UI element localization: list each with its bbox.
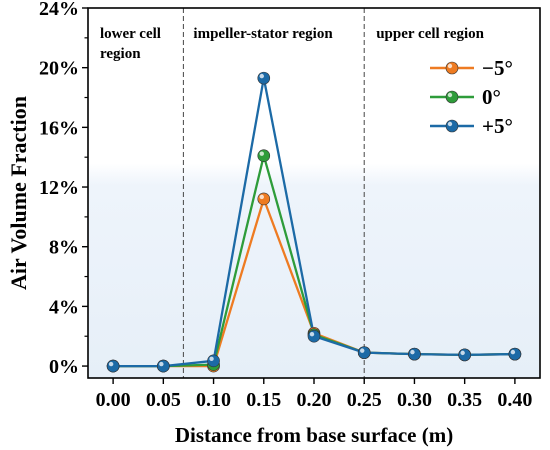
marker-body	[257, 192, 271, 206]
legend-marker	[445, 61, 459, 75]
marker-highlight	[159, 361, 164, 367]
y-tick-label: 20%	[39, 58, 79, 80]
x-tick-label: 0.40	[497, 389, 532, 411]
marker-body	[106, 359, 120, 373]
marker-highlight	[259, 194, 264, 200]
y-tick-label: 0%	[49, 356, 79, 378]
data-point	[307, 329, 321, 343]
data-point	[257, 192, 271, 206]
region-label-1-line-0: impeller-stator region	[193, 26, 333, 42]
legend-item-0: −5°	[430, 56, 513, 80]
marker-highlight	[108, 361, 114, 367]
data-point	[157, 359, 170, 373]
y-axis-label: Air Volume Fraction	[6, 96, 31, 290]
legend-item-1: 0°	[430, 85, 501, 109]
legend-marker	[445, 90, 459, 104]
region-label-0-line-1: region	[100, 46, 141, 62]
marker-highlight	[209, 356, 214, 362]
data-point	[508, 347, 522, 361]
marker-body	[257, 149, 271, 163]
y-tick-label: 16%	[39, 117, 79, 139]
marker-body	[508, 347, 522, 361]
region-label-0-line-0: lower cell	[100, 26, 161, 42]
y-tick-label: 8%	[49, 237, 79, 259]
x-tick-label: 0.30	[397, 389, 432, 411]
x-tick-label: 0.00	[96, 389, 131, 411]
x-tick-label: 0.15	[246, 389, 281, 411]
x-axis-label: Distance from base surface (m)	[175, 423, 453, 447]
marker-body	[207, 354, 220, 368]
marker-body	[408, 347, 421, 361]
data-point	[207, 354, 220, 368]
plot-background	[88, 8, 540, 378]
data-point	[408, 347, 421, 361]
legend-label: +5°	[482, 114, 513, 138]
data-point	[257, 71, 271, 85]
marker-highlight	[510, 349, 516, 355]
y-tick-label: 24%	[39, 0, 79, 20]
legend-marker-highlight	[447, 92, 453, 98]
legend-marker-highlight	[447, 63, 453, 69]
marker-highlight	[259, 73, 264, 79]
x-tick-label: 0.35	[447, 389, 482, 411]
data-point	[106, 359, 120, 373]
marker-highlight	[460, 350, 465, 356]
marker-highlight	[309, 332, 315, 337]
x-tick-label: 0.05	[146, 389, 181, 411]
y-tick-label: 4%	[49, 296, 79, 318]
data-point	[357, 346, 371, 359]
legend-item-2: +5°	[430, 114, 513, 138]
legend-label: −5°	[482, 56, 513, 80]
y-tick-label: 12%	[39, 177, 79, 199]
legend-label: 0°	[482, 85, 501, 109]
region-label-2-line-0: upper cell region	[376, 26, 484, 42]
legend-marker	[445, 119, 459, 133]
marker-body	[307, 329, 321, 343]
x-tick-label: 0.20	[297, 389, 332, 411]
marker-highlight	[410, 349, 415, 355]
marker-body	[157, 359, 170, 373]
marker-body	[257, 71, 271, 85]
marker-highlight	[360, 348, 365, 353]
legend-marker-highlight	[447, 121, 453, 127]
marker-body	[357, 346, 371, 359]
x-tick-label: 0.10	[196, 389, 231, 411]
data-point	[458, 348, 471, 362]
marker-body	[458, 348, 471, 362]
x-tick-label: 0.25	[347, 389, 382, 411]
data-point	[257, 149, 271, 163]
marker-highlight	[259, 151, 264, 156]
